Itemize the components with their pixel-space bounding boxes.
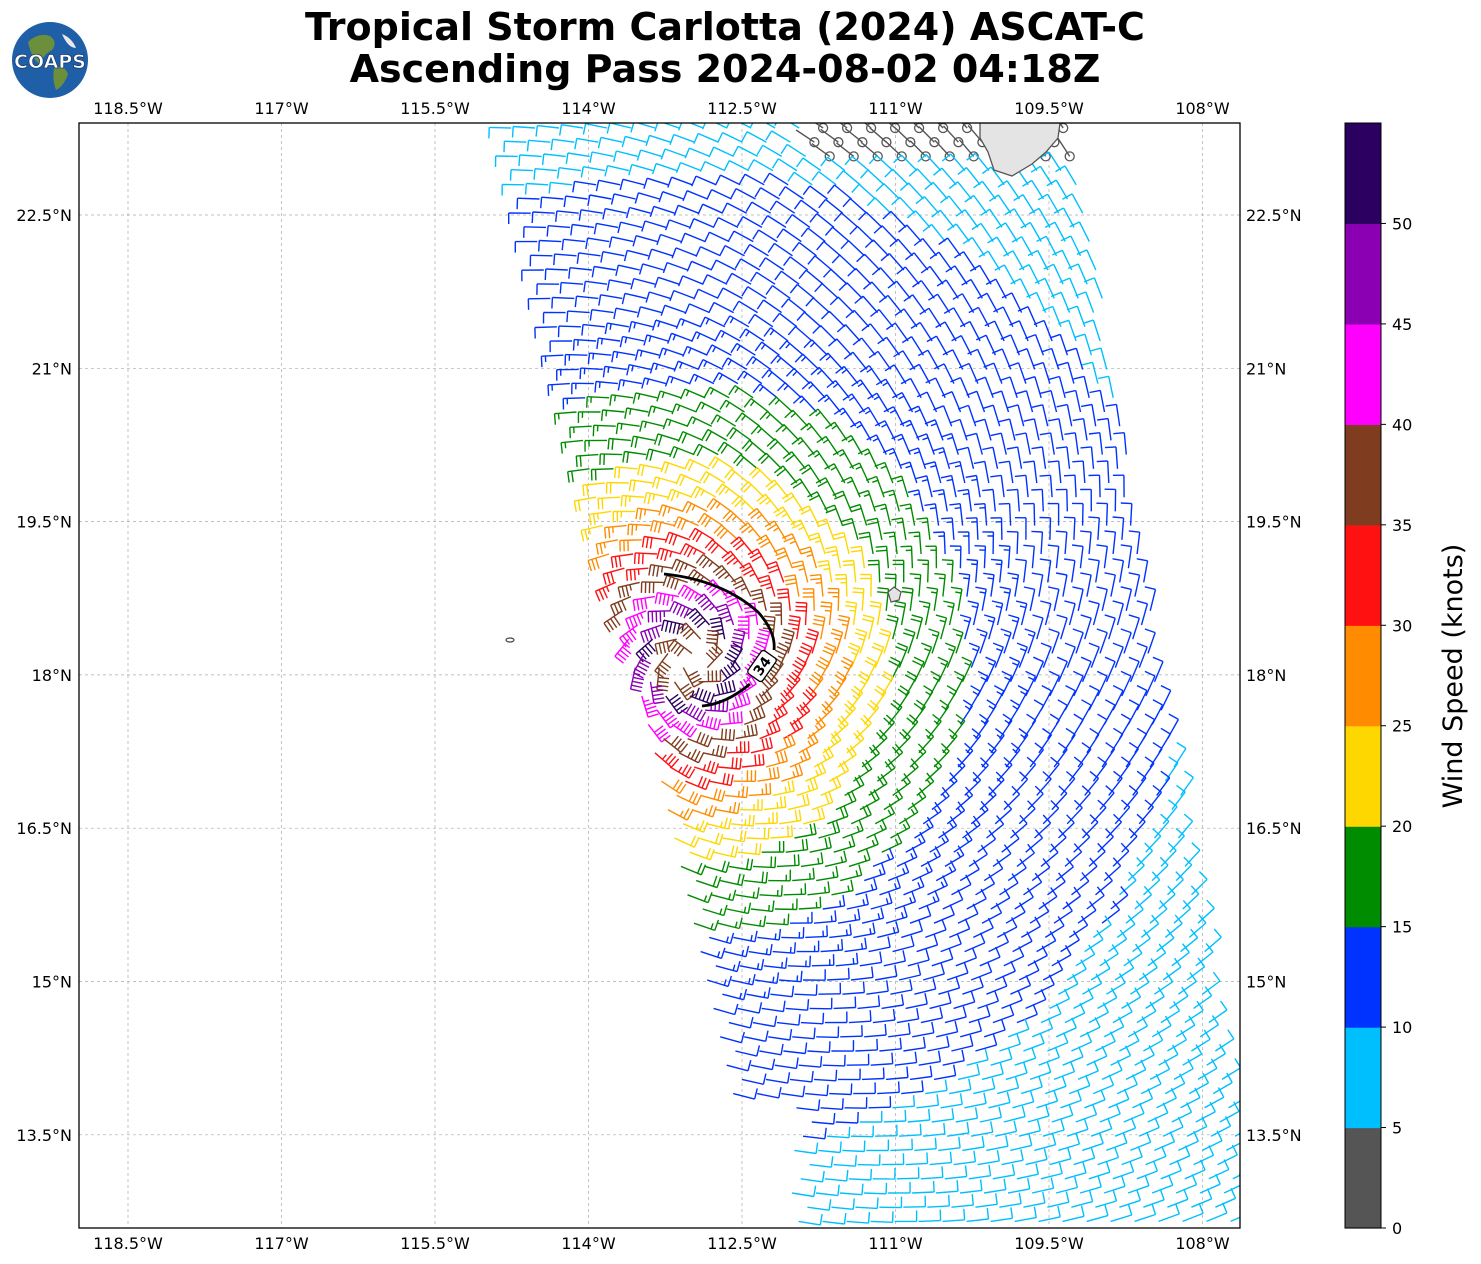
lat-labels-left: 22.5°N 21°N 19.5°N 18°N 16.5°N 15°N 13.5°N	[16, 206, 72, 1145]
lat-label-right: 19.5°N	[1246, 513, 1302, 532]
lat-label-right: 18°N	[1246, 666, 1286, 685]
lat-labels-right: 22.5°N 21°N 19.5°N 18°N 16.5°N 15°N 13.5°N	[1246, 206, 1302, 1145]
lon-label-bottom: 109.5°W	[1014, 1234, 1084, 1253]
colorbar-tick-label: 20	[1392, 817, 1412, 836]
lon-labels-top: 118.5°W 117°W 115.5°W 114°W 112.5°W 111°W 109.…	[93, 99, 1230, 118]
title-line-1: Tropical Storm Carlotta (2024) ASCAT-C	[305, 5, 1145, 49]
colorbar-segment	[1345, 223, 1381, 325]
wind-barbs	[488, 123, 1240, 1226]
colorbar-segment	[1345, 1027, 1381, 1129]
logo-text: COAPS	[14, 51, 86, 73]
colorbar-tick-label: 45	[1392, 315, 1412, 334]
lat-label-left: 13.5°N	[16, 1126, 72, 1145]
colorbar-segment	[1345, 1127, 1381, 1229]
lon-label-top: 115.5°W	[400, 99, 470, 118]
lat-label-left: 19.5°N	[16, 513, 72, 532]
colorbar-tick-label: 30	[1392, 616, 1412, 635]
lon-label-top: 118.5°W	[93, 99, 163, 118]
colorbar-label: Wind Speed (knots)	[1438, 544, 1469, 809]
lat-label-left: 18°N	[32, 666, 72, 685]
lat-label-left: 15°N	[32, 973, 72, 992]
lat-label-right: 22.5°N	[1246, 206, 1302, 225]
lon-label-bottom: 108°W	[1175, 1234, 1230, 1253]
colorbar-segment	[1345, 926, 1381, 1028]
baja-land	[979, 123, 1061, 177]
lon-label-top: 109.5°W	[1014, 99, 1084, 118]
colorbar-frame	[1344, 122, 1382, 1229]
colorbar-segment	[1345, 625, 1381, 727]
colorbar-segment	[1345, 323, 1381, 425]
lon-label-bottom: 111°W	[868, 1234, 923, 1253]
colorbar-tick-label: 25	[1392, 717, 1412, 736]
colorbar-tick-label: 40	[1392, 415, 1412, 434]
title-line-2: Ascending Pass 2024-08-02 04:18Z	[349, 47, 1101, 91]
colorbar-segment	[1345, 725, 1381, 827]
clarion-island	[505, 637, 515, 643]
coaps-globe-logo: COAPS	[12, 22, 88, 98]
colorbar-tick-label: 0	[1392, 1219, 1402, 1238]
lon-label-bottom: 118.5°W	[93, 1234, 163, 1253]
lat-label-left: 22.5°N	[16, 206, 72, 225]
colorbar-tick-label: 50	[1392, 214, 1412, 233]
lon-label-top: 114°W	[561, 99, 616, 118]
colorbar-segment	[1345, 123, 1381, 225]
colorbar-segment	[1345, 826, 1381, 928]
colorbar-tick-label: 15	[1392, 918, 1412, 937]
lat-label-left: 21°N	[32, 359, 72, 378]
land-features	[505, 123, 1061, 643]
colorbar-segment	[1345, 424, 1381, 526]
colorbar-tick-label: 10	[1392, 1018, 1412, 1037]
lon-labels-bottom: 118.5°W 117°W 115.5°W 114°W 112.5°W 111°W 109.…	[93, 1234, 1230, 1253]
colorbar-tick-label: 5	[1392, 1119, 1402, 1138]
lat-label-right: 15°N	[1246, 973, 1286, 992]
colorbar-tick-label: 35	[1392, 516, 1412, 535]
lat-label-right: 13.5°N	[1246, 1126, 1302, 1145]
map-frame	[78, 122, 1241, 1229]
lon-label-bottom: 112.5°W	[707, 1234, 777, 1253]
map-gridlines	[79, 123, 1240, 1228]
lon-label-top: 117°W	[254, 99, 309, 118]
lon-label-bottom: 114°W	[561, 1234, 616, 1253]
colorbar	[1344, 122, 1382, 1229]
lon-label-top: 112.5°W	[707, 99, 777, 118]
lon-label-top: 108°W	[1175, 99, 1230, 118]
lon-label-bottom: 117°W	[254, 1234, 309, 1253]
34-knot-contour: 34	[663, 572, 777, 708]
lat-label-right: 21°N	[1246, 359, 1286, 378]
lon-label-top: 111°W	[868, 99, 923, 118]
colorbar-ticks: 0 5 10 15 20 25 30 35 40 45 50	[1381, 214, 1412, 1238]
colorbar-segment	[1345, 524, 1381, 626]
contour-label: 34	[751, 654, 775, 679]
lat-label-left: 16.5°N	[16, 819, 72, 838]
lat-label-right: 16.5°N	[1246, 819, 1302, 838]
socorro-island	[887, 586, 902, 603]
lon-label-bottom: 115.5°W	[400, 1234, 470, 1253]
